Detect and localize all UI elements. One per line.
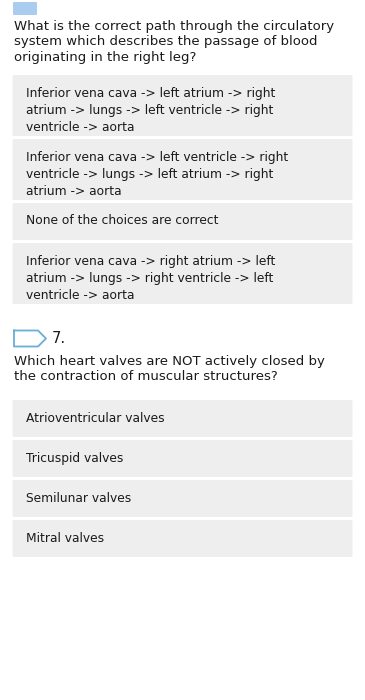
Polygon shape [14,330,46,346]
FancyBboxPatch shape [12,400,353,437]
FancyBboxPatch shape [12,480,353,517]
Text: system which describes the passage of blood: system which describes the passage of bl… [14,36,318,48]
Text: Which heart valves are NOT actively closed by: Which heart valves are NOT actively clos… [14,354,325,368]
Text: the contraction of muscular structures?: the contraction of muscular structures? [14,370,278,383]
FancyBboxPatch shape [12,75,353,136]
Text: Inferior vena cava -> right atrium -> left
atrium -> lungs -> right ventricle ->: Inferior vena cava -> right atrium -> le… [26,255,275,302]
Text: None of the choices are correct: None of the choices are correct [26,214,219,228]
Text: Mitral valves: Mitral valves [26,532,104,545]
Text: 7.: 7. [52,331,66,346]
Text: Inferior vena cava -> left ventricle -> right
ventricle -> lungs -> left atrium : Inferior vena cava -> left ventricle -> … [26,150,288,198]
FancyBboxPatch shape [12,440,353,477]
Text: Semilunar valves: Semilunar valves [26,492,131,505]
FancyBboxPatch shape [12,203,353,240]
FancyBboxPatch shape [12,520,353,557]
FancyBboxPatch shape [12,243,353,304]
Text: Atrioventricular valves: Atrioventricular valves [26,412,165,425]
Text: Inferior vena cava -> left atrium -> right
atrium -> lungs -> left ventricle -> : Inferior vena cava -> left atrium -> rig… [26,87,275,134]
Text: What is the correct path through the circulatory: What is the correct path through the cir… [14,20,334,33]
Text: Tricuspid valves: Tricuspid valves [26,452,123,465]
FancyBboxPatch shape [13,2,37,15]
FancyBboxPatch shape [12,139,353,200]
Text: originating in the right leg?: originating in the right leg? [14,51,196,64]
